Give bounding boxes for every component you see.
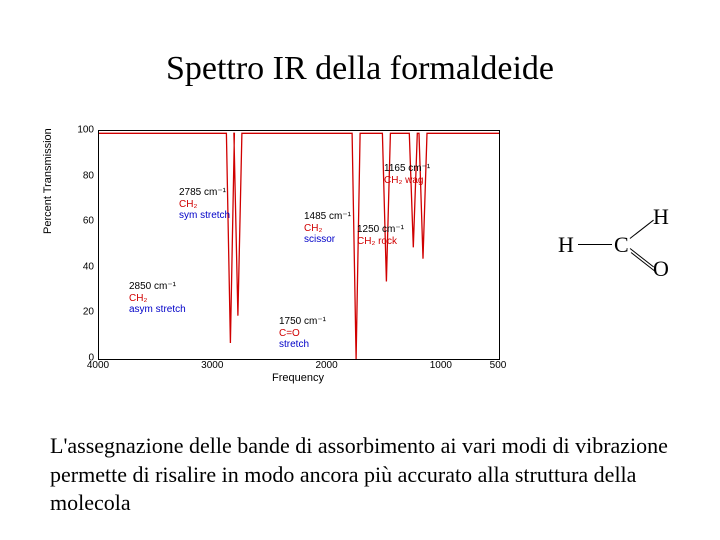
x-tick: 1000 <box>430 360 452 371</box>
peak-annotation: 1250 cm⁻¹CH₂ rock <box>357 224 404 247</box>
molecule-structure: H C H O <box>558 200 678 290</box>
y-tick: 40 <box>76 261 94 272</box>
caption-text: L'assegnazione delle bande di assorbimen… <box>50 432 670 518</box>
atom-h: H <box>653 204 669 230</box>
x-tick: 500 <box>490 360 507 371</box>
y-tick: 20 <box>76 307 94 318</box>
peak-annotation: 1750 cm⁻¹C=Ostretch <box>279 316 326 351</box>
ir-spectrum-chart: Percent Transmission Frequency 1165 cm⁻¹… <box>50 120 505 382</box>
y-tick: 60 <box>76 216 94 227</box>
atom-c: C <box>614 232 629 258</box>
y-tick: 0 <box>76 353 94 364</box>
atom-h: H <box>558 232 574 258</box>
peak-annotation: 2785 cm⁻¹CH₂sym stretch <box>179 187 230 222</box>
slide-title: Spettro IR della formaldeide <box>0 50 720 88</box>
peak-annotation: 2850 cm⁻¹CH₂asym stretch <box>129 281 186 316</box>
plot-area: 1165 cm⁻¹CH₂ wag 2785 cm⁻¹CH₂sym stretch 1… <box>98 130 500 360</box>
x-tick: 2000 <box>315 360 337 371</box>
y-tick: 80 <box>76 170 94 181</box>
peak-annotation: 1485 cm⁻¹CH₂scissor <box>304 211 351 246</box>
x-axis-label: Frequency <box>98 372 498 384</box>
peak-annotation: 1165 cm⁻¹CH₂ wag <box>384 163 430 186</box>
y-tick: 100 <box>76 125 94 136</box>
atom-o: O <box>653 256 669 282</box>
x-tick: 3000 <box>201 360 223 371</box>
y-axis-label: Percent Transmission <box>42 128 54 234</box>
